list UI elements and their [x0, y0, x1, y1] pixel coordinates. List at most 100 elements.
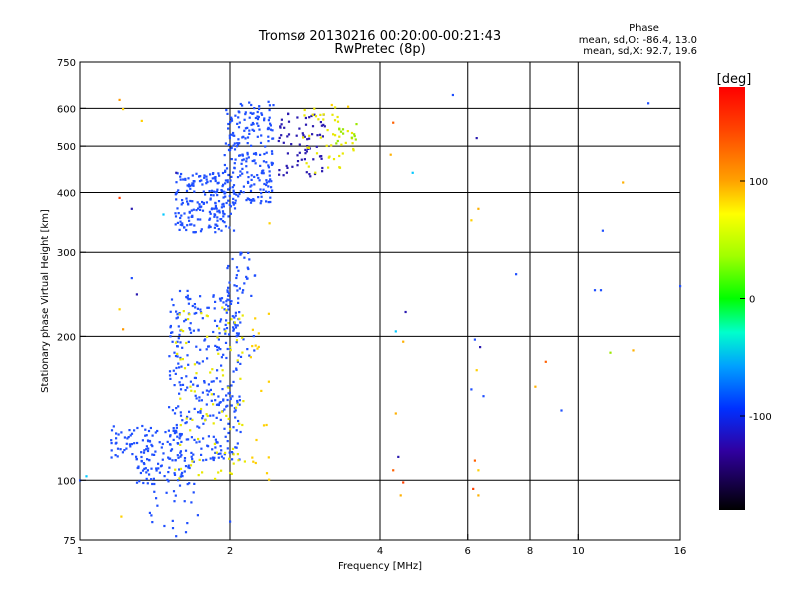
data-point	[190, 501, 193, 504]
data-point	[225, 327, 229, 330]
data-point	[230, 451, 234, 454]
data-point	[180, 365, 183, 368]
data-point	[130, 432, 134, 435]
data-point	[193, 376, 196, 379]
data-point	[249, 189, 253, 192]
data-point	[394, 330, 397, 333]
data-point	[228, 195, 231, 198]
data-point	[193, 407, 196, 410]
data-point	[168, 374, 172, 377]
data-point	[151, 521, 154, 524]
data-point	[173, 472, 176, 475]
data-point	[176, 345, 179, 348]
data-point	[231, 447, 235, 450]
x-tick-label: 6	[465, 546, 471, 557]
data-point	[225, 167, 229, 170]
data-point	[247, 251, 250, 254]
data-point	[167, 480, 170, 483]
data-point	[118, 308, 121, 311]
data-point	[333, 119, 337, 122]
data-point	[180, 377, 183, 380]
data-point	[229, 520, 232, 523]
data-point	[249, 356, 252, 359]
data-point	[205, 182, 208, 185]
data-point	[279, 126, 282, 129]
data-point	[175, 429, 178, 432]
data-point	[232, 184, 236, 187]
data-point	[227, 294, 230, 297]
data-point	[262, 172, 265, 175]
data-point	[148, 459, 151, 462]
data-point	[181, 199, 184, 202]
data-point	[175, 198, 178, 201]
data-point	[239, 102, 242, 106]
data-point	[226, 298, 229, 301]
data-point	[193, 190, 196, 193]
data-point	[389, 153, 392, 156]
data-point	[197, 329, 200, 332]
data-point	[214, 231, 217, 234]
data-point	[208, 210, 211, 213]
data-point	[171, 459, 174, 462]
data-point	[239, 253, 242, 256]
data-point	[222, 398, 225, 401]
data-point	[189, 385, 192, 388]
data-point	[210, 194, 213, 197]
data-point	[223, 163, 226, 167]
chart-subtitle: RwPretec (8p)	[334, 42, 425, 57]
data-point	[242, 400, 245, 403]
data-point	[257, 124, 260, 127]
data-point	[151, 445, 154, 448]
data-point	[166, 478, 169, 481]
data-point	[282, 174, 285, 177]
data-point	[248, 129, 251, 132]
data-point	[177, 325, 180, 328]
data-point	[179, 388, 183, 391]
data-point	[259, 188, 262, 191]
data-point	[315, 152, 319, 155]
data-point	[222, 196, 225, 199]
data-point	[168, 370, 172, 373]
data-point	[534, 385, 537, 388]
data-point	[179, 356, 182, 359]
data-point	[171, 331, 174, 334]
data-point	[236, 399, 239, 403]
data-point	[197, 207, 200, 210]
x-tick-label: 16	[674, 546, 687, 557]
data-point	[227, 264, 230, 268]
data-point	[472, 487, 475, 490]
data-point	[154, 450, 157, 453]
data-point	[270, 150, 274, 153]
data-point	[231, 201, 234, 204]
data-point	[334, 106, 337, 109]
data-point	[209, 225, 212, 229]
data-point	[222, 205, 225, 208]
data-point	[230, 175, 233, 178]
data-point	[278, 173, 281, 176]
data-point	[130, 207, 133, 210]
data-point	[226, 179, 229, 182]
data-point	[196, 218, 199, 221]
data-point	[251, 159, 254, 163]
data-point	[268, 116, 271, 119]
data-point	[176, 355, 179, 358]
data-point	[185, 197, 188, 200]
data-point	[183, 226, 186, 229]
data-point	[211, 172, 215, 175]
data-point	[242, 191, 245, 194]
data-point	[230, 472, 233, 475]
data-point	[169, 310, 172, 313]
data-point	[318, 133, 322, 136]
data-point	[163, 475, 166, 478]
data-point	[233, 192, 236, 195]
data-point	[231, 315, 234, 318]
data-point	[241, 172, 244, 175]
data-point	[320, 155, 323, 158]
data-point	[241, 159, 244, 162]
data-point	[238, 395, 241, 398]
data-point	[209, 212, 212, 215]
data-point	[150, 443, 153, 446]
data-point	[198, 396, 201, 399]
data-point	[242, 135, 245, 138]
data-point	[233, 134, 236, 137]
